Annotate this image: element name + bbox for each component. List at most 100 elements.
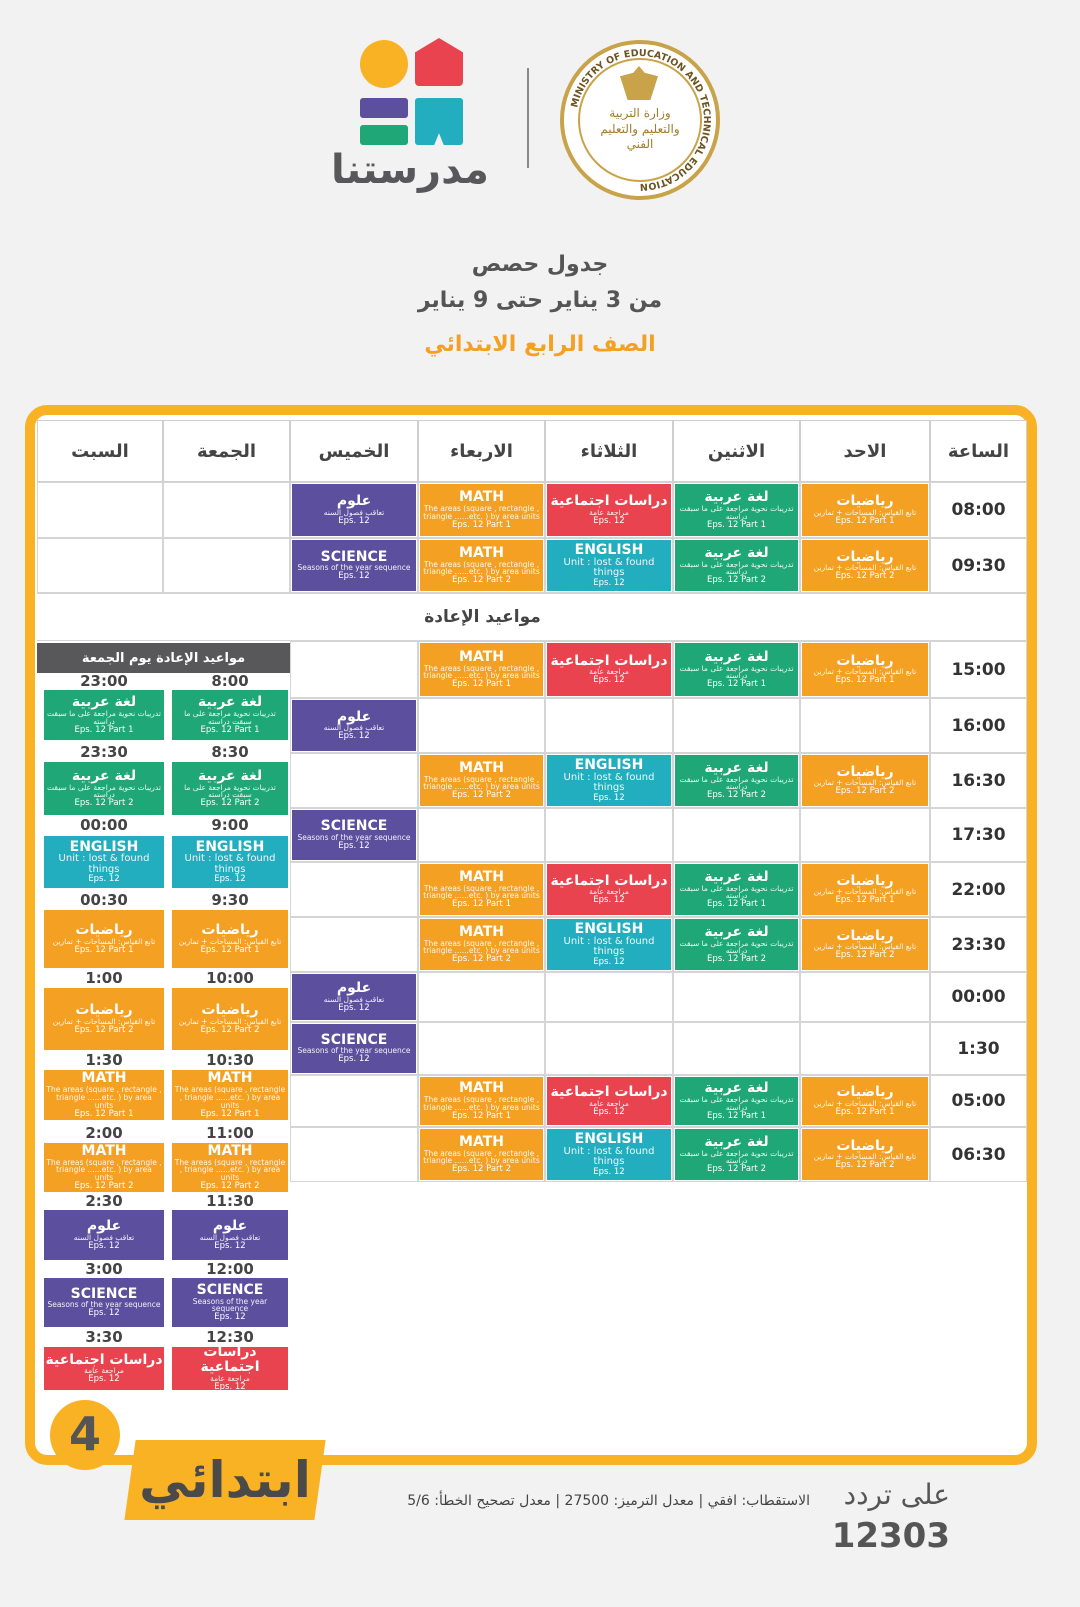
rebroadcast-time: 1:00 <box>85 969 123 987</box>
class-desc: Unit : lost & found things <box>563 1145 655 1168</box>
class-desc: The areas (square , rectangle , triangle… <box>423 1095 540 1112</box>
class-eps: Eps. 12 Part 2 <box>451 954 511 965</box>
class-title: رياضيات <box>836 652 894 669</box>
class-title: SCIENCE <box>320 1031 388 1048</box>
class-science-en: SCIENCE Seasons of the year sequence Eps. … <box>292 1024 416 1073</box>
class-english: ENGLISH Unit : lost & found things Eps. 12 <box>547 1129 671 1180</box>
class-eps: Eps. 12 <box>593 792 625 803</box>
rebroadcast-class-social: دراسات اجتماعية مراجعة عامة Eps. 12 <box>172 1347 288 1390</box>
table-cell <box>418 698 545 753</box>
time-cell: 16:00 <box>930 698 1027 753</box>
class-title: رياضيات <box>836 1137 894 1154</box>
rebroadcast-class-math-ar-p2: رياضيات تابع القياس: المساحات + تمارين Eps… <box>172 988 288 1050</box>
class-english: ENGLISH Unit : lost & found things Eps. 12 <box>547 755 671 806</box>
class-eps: Eps. 12 Part 2 <box>835 1160 895 1171</box>
date-range: من 3 يناير حتى 9 يناير <box>417 288 663 313</box>
class-title: رياضيات <box>75 1002 133 1019</box>
rebroadcast-class-math-en-p1: MATH The areas (square , rectangle , tria… <box>172 1070 288 1120</box>
class-eps: Eps. 12 Part 1 <box>706 519 766 530</box>
class-eps: Eps. 12 Part 1 <box>451 899 511 910</box>
column-header: الجمعة <box>163 420 290 482</box>
class-title: رياضيات <box>836 872 894 889</box>
class-eps: Eps. 12 Part 1 <box>706 1110 766 1121</box>
table-cell <box>673 1022 800 1075</box>
table-cell <box>545 1022 673 1075</box>
class-eps: Eps. 12 Part 1 <box>200 944 260 955</box>
class-eps: Eps. 12 <box>593 515 625 526</box>
badge-number: 4 <box>68 1407 101 1461</box>
class-science-ar: علوم تعاقب فصول السنه Eps. 12 <box>292 974 416 1020</box>
class-social: دراسات اجتماعية مراجعة عامة Eps. 12 <box>547 1077 671 1125</box>
class-arabic-p1: لغة عربية تدريبات نحوية مراجعة على ما سبق… <box>675 643 798 696</box>
class-desc: تدريبات نحوية مراجعة على ما سبقت دراسته <box>47 709 161 726</box>
column-header: الساعة <box>930 420 1027 482</box>
class-eps: Eps. 12 <box>214 1240 246 1251</box>
class-title: لغة عربية <box>197 694 263 711</box>
class-eps: Eps. 12 Part 1 <box>200 1108 260 1119</box>
time-cell: 22:00 <box>930 862 1027 917</box>
class-eps: Eps. 12 <box>338 840 370 851</box>
class-desc: The areas (square , rectangle , triangle… <box>46 1157 162 1183</box>
class-arabic-p1: لغة عربية تدريبات نحوية مراجعة على ما سبق… <box>675 1077 798 1125</box>
class-math-ar-p2: رياضيات تابع القياس: المساحات + تمارين Eps… <box>802 919 928 970</box>
rebroadcast-class-arabic-p2: لغة عربية تدريبات نحوية مراجعة على ما سبق… <box>172 762 288 815</box>
table-cell <box>290 1127 418 1182</box>
class-title: لغة عربية <box>704 1133 769 1150</box>
class-eps: Eps. 12 Part 2 <box>706 1164 766 1175</box>
class-arabic-p2: لغة عربية تدريبات نحوية مراجعة على ما سبق… <box>675 919 798 970</box>
class-desc: The areas (square , rectangle , triangle… <box>46 1085 162 1110</box>
madrasatona-logo: مدرستنا <box>330 38 490 198</box>
class-title: MATH <box>207 1070 253 1087</box>
class-desc: Unit : lost & found things <box>563 556 655 579</box>
class-desc: تابع القياس: المساحات + تمارين <box>813 942 917 952</box>
class-eps: Eps. 12 Part 2 <box>200 798 260 809</box>
class-desc: تابع القياس: المساحات + تمارين <box>52 936 156 946</box>
rebroadcast-time: 9:00 <box>211 816 249 834</box>
rebroadcast-time: 2:00 <box>85 1124 123 1142</box>
rebroadcast-class-arabic-p1: لغة عربية تدريبات نحوية مراجعة على ما سبق… <box>44 690 164 740</box>
rebroadcast-class-social: دراسات اجتماعية مراجعة عامة Eps. 12 <box>44 1347 164 1390</box>
class-title: علوم <box>212 1218 248 1235</box>
class-title: MATH <box>81 1070 127 1087</box>
rebroadcast-time: 12:00 <box>206 1260 254 1278</box>
class-desc: تدريبات نحوية مراجعة على ما سبقت دراسته <box>679 1148 794 1166</box>
class-math-ar-p1: رياضيات تابع القياس: المساحات + تمارين Eps… <box>802 864 928 915</box>
class-math-en-p1: MATH The areas (square , rectangle , tria… <box>420 864 543 915</box>
class-title: دراسات اجتماعية <box>550 652 668 669</box>
rebroadcast-class-science-ar: علوم تعاقب فصول السنه Eps. 12 <box>172 1210 288 1260</box>
class-title: رياضيات <box>201 922 259 939</box>
class-eps: Eps. 12 Part 2 <box>451 575 511 586</box>
class-title: علوم <box>86 1218 122 1235</box>
rebroadcast-class-math-ar-p1: رياضيات تابع القياس: المساحات + تمارين Eps… <box>172 910 288 968</box>
class-arabic-p2: لغة عربية تدريبات نحوية مراجعة على ما سبق… <box>675 540 798 591</box>
column-header: السبت <box>37 420 163 482</box>
table-cell <box>545 808 673 862</box>
schedule-title: جدول حصص <box>471 252 609 277</box>
class-desc: تابع القياس: المساحات + تمارين <box>52 1016 156 1026</box>
class-english: ENGLISH Unit : lost & found things Eps. 12 <box>547 919 671 970</box>
class-desc: The areas (square , rectangle , triangle… <box>423 938 540 956</box>
class-title: رياضيات <box>836 763 894 780</box>
class-desc: Unit : lost & found things <box>58 853 150 875</box>
ministry-seal: MINISTRY OF EDUCATION AND TECHNICAL EDUC… <box>560 40 720 200</box>
rebroadcast-class-arabic-p2: لغة عربية تدريبات نحوية مراجعة على ما سبق… <box>44 762 164 815</box>
friday-rebroadcast-header: مواعيد الإعادة يوم الجمعة <box>37 643 290 673</box>
rebroadcast-time: 10:30 <box>206 1051 254 1069</box>
class-title: SCIENCE <box>196 1281 264 1298</box>
column-header: الاحد <box>800 420 930 482</box>
class-eps: Eps. 12 Part 2 <box>835 786 895 797</box>
class-title: رياضيات <box>836 493 894 510</box>
class-desc: تابع القياس: المساحات + تمارين <box>813 667 917 677</box>
class-title: لغة عربية <box>704 544 769 561</box>
class-desc: تابع القياس: المساحات + تمارين <box>178 1016 282 1026</box>
rebroadcast-class-english: ENGLISH Unit : lost & found things Eps. 12 <box>172 836 288 888</box>
table-cell <box>290 641 418 698</box>
class-eps: Eps. 12 <box>593 577 625 588</box>
class-eps: Eps. 12 Part 2 <box>835 950 895 961</box>
table-cell <box>545 972 673 1022</box>
time-cell: 17:30 <box>930 808 1027 862</box>
class-title: لغة عربية <box>704 1080 769 1097</box>
class-title: دراسات اجتماعية <box>45 1351 163 1368</box>
class-eps: Eps. 12 Part 2 <box>74 1024 134 1035</box>
class-desc: The areas (square , rectangle , triangle… <box>423 663 540 681</box>
